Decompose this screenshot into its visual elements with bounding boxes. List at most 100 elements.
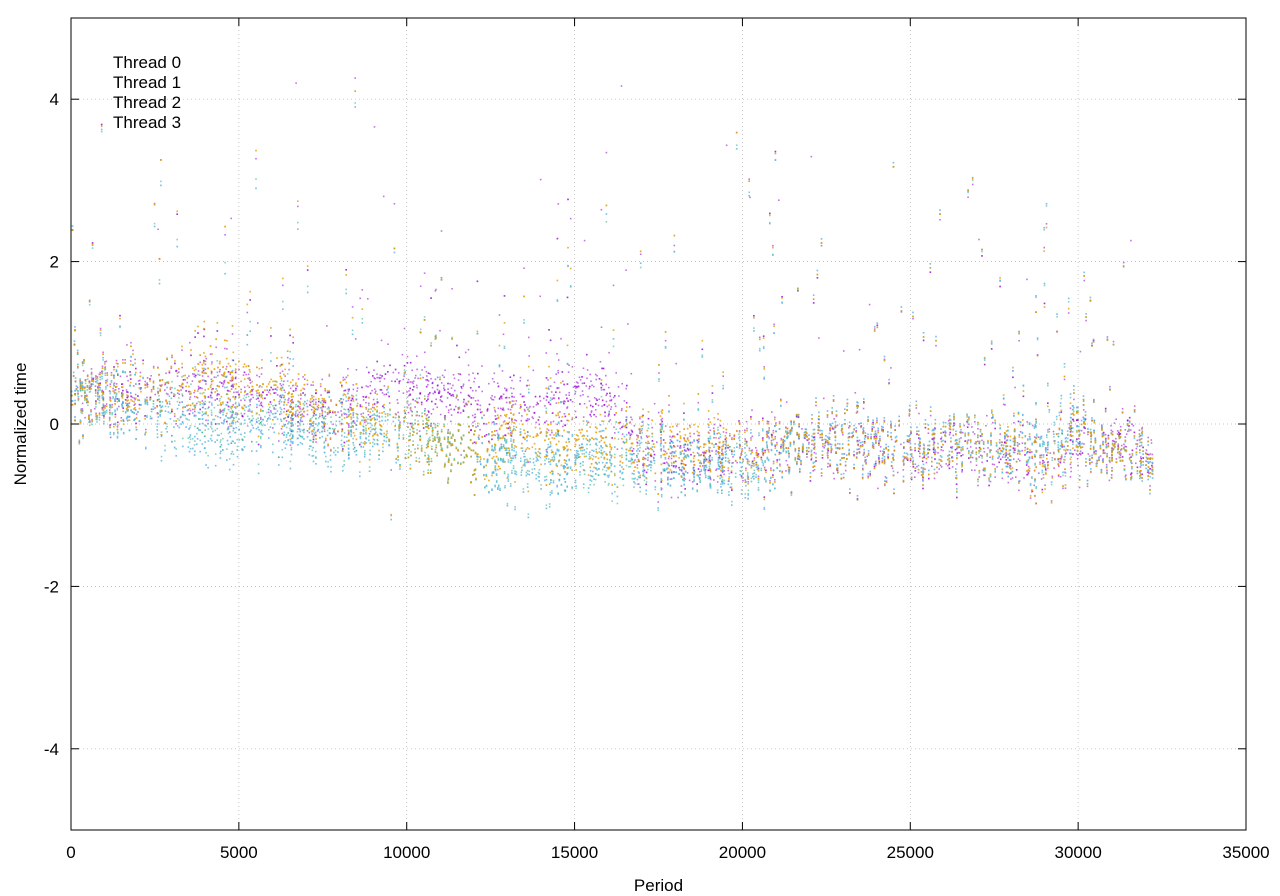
data-point [251,415,254,417]
data-point [566,296,569,299]
data-point [380,339,383,342]
data-point [931,465,933,467]
data-point [198,387,200,390]
data-point [610,464,612,467]
data-point [117,432,119,435]
data-point [767,458,770,461]
data-point [938,468,940,470]
data-point [457,379,460,381]
data-point [598,398,600,401]
data-point [594,409,597,411]
data-point [182,379,185,381]
data-point [1099,444,1102,447]
data-point [1039,438,1041,440]
data-point [507,478,510,480]
data-point [766,456,769,459]
data-point [353,446,356,449]
data-point [214,429,216,432]
data-point [481,390,483,393]
data-point [1005,451,1007,454]
data-point [211,427,213,430]
data-point [776,441,778,444]
data-point [770,467,772,469]
data-point [164,405,167,408]
data-point [604,415,606,417]
data-point [349,403,352,405]
data-point [766,434,768,436]
data-point [477,403,479,406]
data-point [434,403,437,405]
data-point [997,457,999,459]
data-point [252,396,255,399]
data-point [281,432,284,435]
data-point [603,458,606,460]
data-point [686,447,689,450]
data-point [483,422,485,425]
data-point [586,424,588,426]
data-point [549,491,552,494]
data-point [300,394,302,396]
data-point [98,419,101,421]
data-point [578,376,581,379]
data-point [526,431,529,433]
data-point [406,402,409,405]
data-point [1070,466,1072,469]
data-point [416,368,418,371]
data-point [667,471,669,474]
data-point [279,395,281,397]
data-point [830,449,833,451]
data-point [992,416,994,419]
data-point [367,418,369,420]
data-point [327,444,329,447]
data-point [586,353,588,356]
data-point [744,443,746,445]
data-point [1107,434,1110,437]
data-point [417,444,419,446]
data-point [457,407,459,409]
data-point [900,311,903,313]
data-point [583,239,586,242]
data-point [350,422,353,424]
data-point [933,477,936,480]
data-point [707,469,710,472]
data-point [367,386,369,388]
data-point [753,469,756,472]
data-point [453,457,456,460]
data-point [477,399,479,402]
data-point [329,411,331,413]
data-point [149,396,152,399]
data-point [299,424,301,426]
data-point [232,453,235,455]
data-point [568,391,570,394]
data-point [778,199,780,201]
data-point [566,397,568,400]
data-point [881,460,884,462]
data-point [297,394,300,397]
data-point [556,237,559,240]
data-point [246,334,249,336]
data-point [373,402,376,405]
data-point [207,396,210,398]
data-point [760,467,763,470]
data-point [833,477,835,480]
data-point [243,386,246,388]
data-point [108,409,111,411]
data-point [171,380,173,383]
data-point [443,387,445,389]
data-point [125,404,128,407]
data-point [608,420,610,423]
data-point [350,408,353,411]
data-point [813,469,816,471]
data-point [585,385,588,387]
data-point [1104,452,1106,454]
data-point [288,413,290,416]
data-point [448,441,451,443]
data-point [575,385,578,388]
data-point [669,435,671,438]
data-point [425,385,428,388]
data-point [497,434,500,436]
data-point [479,404,482,407]
data-point [660,419,663,421]
data-point [1035,296,1037,299]
data-point [365,366,368,369]
